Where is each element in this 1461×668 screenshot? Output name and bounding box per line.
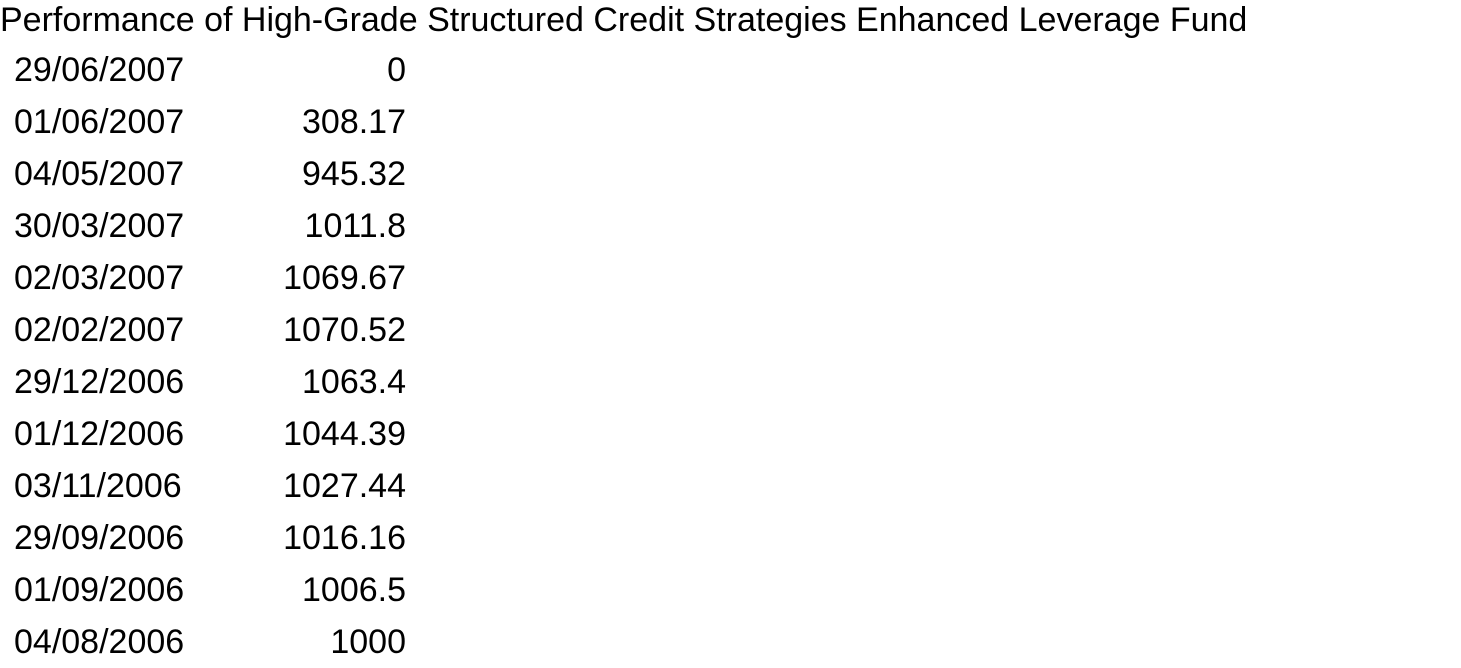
value-cell: 0 (387, 51, 406, 89)
date-cell: 04/08/2006 (14, 623, 185, 661)
value-cell: 1000 (330, 623, 406, 661)
value-cell: 1069.67 (283, 259, 406, 297)
date-cell: 29/12/2006 (14, 363, 185, 401)
table-row: 02/02/2007 1070.52 (0, 304, 420, 356)
date-cell: 29/09/2006 (14, 519, 185, 557)
table-row: 30/03/2007 1011.8 (0, 200, 420, 252)
table-row: 29/06/2007 0 (0, 44, 420, 96)
value-cell: 1070.52 (283, 311, 406, 349)
value-cell: 1027.44 (283, 467, 406, 505)
value-cell: 1044.39 (283, 415, 406, 453)
value-cell: 1016.16 (283, 519, 406, 557)
table-row: 29/12/2006 1063.4 (0, 356, 420, 408)
table-row: 01/12/2006 1044.39 (0, 408, 420, 460)
table-row: 03/11/2006 1027.44 (0, 460, 420, 512)
value-cell: 1063.4 (302, 363, 406, 401)
value-cell: 945.32 (302, 155, 406, 193)
table-row: 04/05/2007 945.32 (0, 148, 420, 200)
date-cell: 01/09/2006 (14, 571, 185, 609)
table-title: Performance of High-Grade Structured Cre… (0, 1, 1248, 39)
data-table: 29/06/2007 0 01/06/2007 308.17 04/05/200… (0, 44, 420, 668)
date-cell: 01/06/2007 (14, 103, 185, 141)
date-cell: 02/02/2007 (14, 311, 185, 349)
date-cell: 01/12/2006 (14, 415, 185, 453)
value-cell: 1011.8 (304, 207, 406, 245)
table-row: 02/03/2007 1069.67 (0, 252, 420, 304)
date-cell: 02/03/2007 (14, 259, 185, 297)
table-row: 29/09/2006 1016.16 (0, 512, 420, 564)
value-cell: 1006.5 (302, 571, 406, 609)
value-cell: 308.17 (302, 103, 406, 141)
date-cell: 04/05/2007 (14, 155, 185, 193)
date-cell: 03/11/2006 (14, 467, 182, 505)
table-row: 01/06/2007 308.17 (0, 96, 420, 148)
table-row: 04/08/2006 1000 (0, 616, 420, 668)
date-cell: 29/06/2007 (14, 51, 185, 89)
table-row: 01/09/2006 1006.5 (0, 564, 420, 616)
date-cell: 30/03/2007 (14, 207, 185, 245)
